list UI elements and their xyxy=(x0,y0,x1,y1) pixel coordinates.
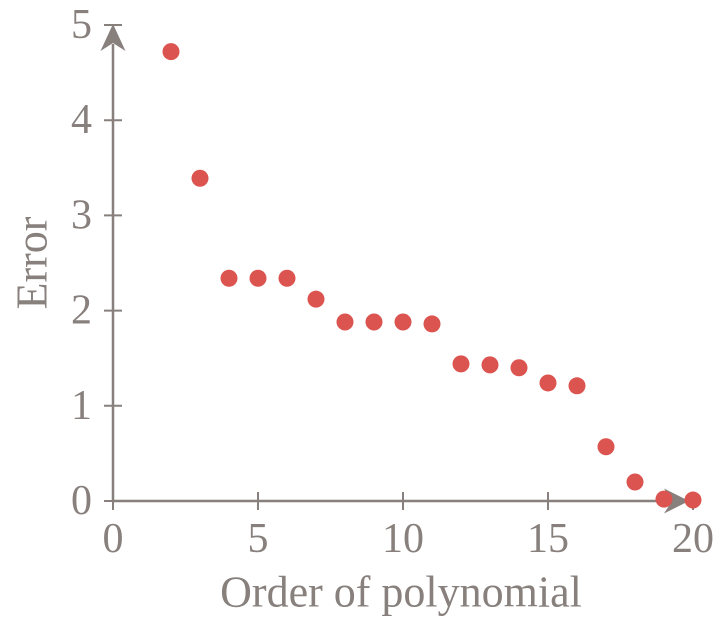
y-tick-label: 3 xyxy=(71,192,92,238)
data-point xyxy=(568,377,586,395)
data-point xyxy=(597,438,615,456)
data-point xyxy=(220,269,238,287)
x-tick-label: 20 xyxy=(672,516,714,562)
y-axis-label: Error xyxy=(8,216,57,309)
data-point xyxy=(191,169,209,187)
y-tick-label: 1 xyxy=(71,383,92,429)
data-point xyxy=(510,359,528,377)
y-tick-label: 2 xyxy=(71,288,92,334)
data-point xyxy=(684,491,702,509)
x-tick-label: 15 xyxy=(527,516,569,562)
data-point xyxy=(278,269,296,287)
x-tick-label: 0 xyxy=(103,516,124,562)
y-tick-label: 0 xyxy=(71,478,92,524)
y-axis: 0 1 2 3 4 5 xyxy=(71,2,126,524)
data-point xyxy=(423,315,441,333)
data-point xyxy=(394,313,412,331)
data-point xyxy=(626,473,644,491)
data-point xyxy=(539,374,557,392)
data-points xyxy=(162,43,702,509)
x-axis: 0 5 10 15 20 xyxy=(103,488,714,562)
data-point xyxy=(162,43,180,61)
y-tick-label: 5 xyxy=(71,2,92,48)
data-point xyxy=(307,290,325,308)
data-point xyxy=(655,490,673,508)
data-point xyxy=(481,356,499,374)
y-tick-label: 4 xyxy=(71,97,92,143)
data-point xyxy=(452,355,470,373)
x-tick-label: 5 xyxy=(248,516,269,562)
x-axis-label: Order of polynomial xyxy=(220,568,582,617)
y-axis-arrowhead xyxy=(100,24,126,51)
x-tick-label: 10 xyxy=(382,516,424,562)
data-point xyxy=(336,313,354,331)
data-point xyxy=(365,313,383,331)
data-point xyxy=(249,269,267,287)
